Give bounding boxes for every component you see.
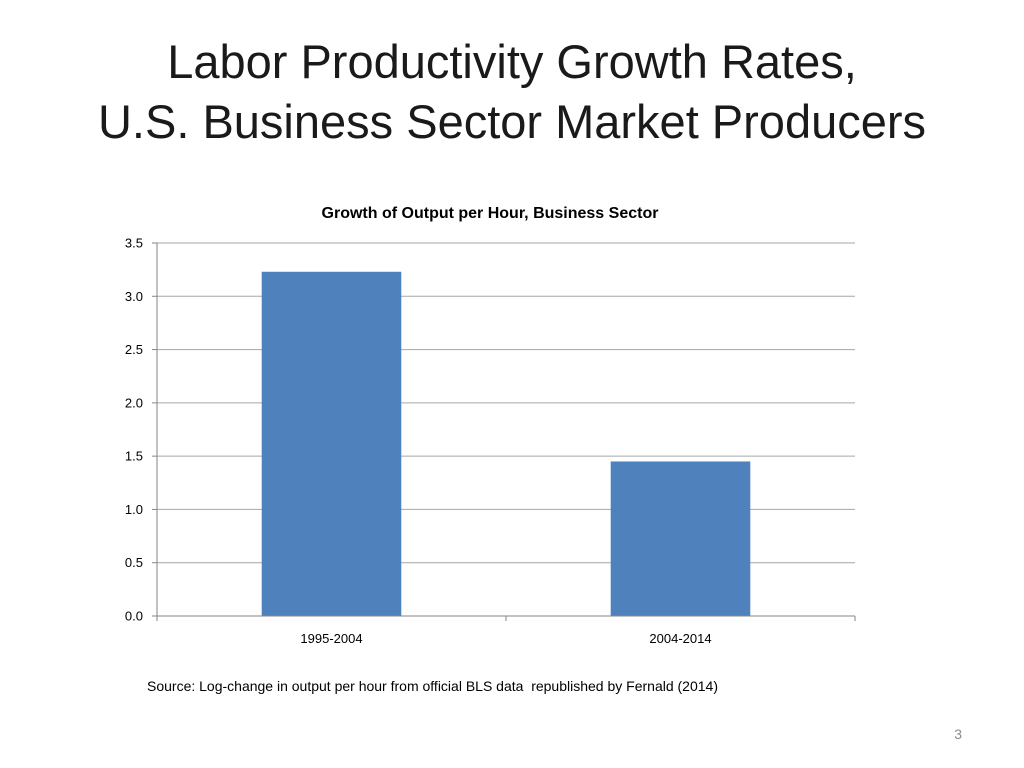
bar-2004-2014 xyxy=(610,461,751,616)
slide-title-line-1: Labor Productivity Growth Rates, xyxy=(167,35,857,88)
chart-title: Growth of Output per Hour, Business Sect… xyxy=(322,205,659,222)
slide-title: Labor Productivity Growth Rates, U.S. Bu… xyxy=(0,32,1024,152)
slide-title-line-2: U.S. Business Sector Market Producers xyxy=(97,95,927,148)
x-tick-label: 1995-2004 xyxy=(300,631,362,646)
y-tick-label: 1.0 xyxy=(125,502,143,517)
y-tick-label: 0.5 xyxy=(125,555,143,570)
page-number: 3 xyxy=(954,726,962,742)
y-tick-label: 2.5 xyxy=(125,342,143,357)
tick-labels: 0.0 0.5 1.0 1.5 2.0 2.5 3.0 3.5 1995-2004 2004-20… xyxy=(125,236,712,647)
axes xyxy=(152,242,856,621)
y-tick-label: 2.0 xyxy=(125,395,143,410)
y-tick-label: 3.0 xyxy=(125,289,143,304)
source-note: Source: Log-change in output per hour fr… xyxy=(147,678,718,694)
y-tick-label: 1.5 xyxy=(125,449,143,464)
y-tick-label: 0.0 xyxy=(125,609,143,624)
y-tick-label: 3.5 xyxy=(125,236,143,251)
x-tick-label: 2004-2014 xyxy=(649,631,711,646)
bars xyxy=(261,271,751,616)
bar-1995-2004 xyxy=(261,271,402,616)
